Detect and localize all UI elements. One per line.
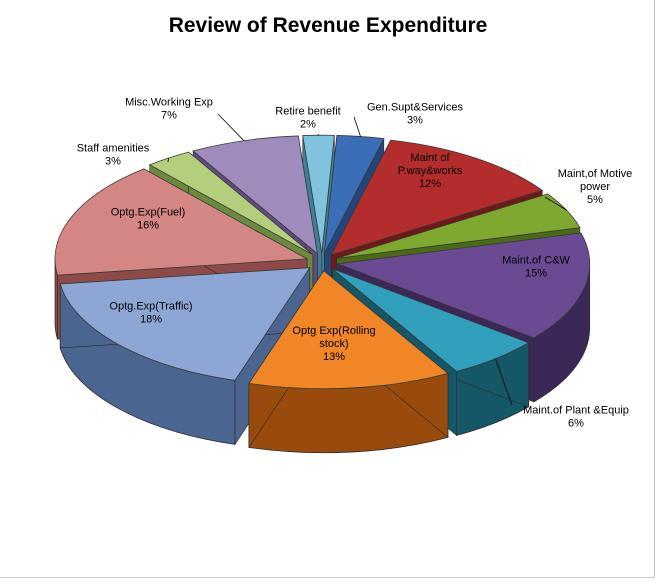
slice-label-line: Gen.Supt&Services (367, 102, 463, 114)
leader-line-10 (317, 133, 319, 136)
slice-label-line: Maint,of Motive (558, 168, 633, 180)
slice-label-line: 2% (300, 119, 316, 131)
pie-slice-3 (337, 232, 591, 339)
slice-label-line: 15% (525, 268, 547, 280)
slice-label-4: Maint.of Plant &Equip 6% (523, 405, 629, 430)
slice-label-8: Staff amenities 3% (77, 143, 150, 168)
slice-label-5: Optg Exp(Rolling stock) 13% (292, 325, 375, 363)
leader-line-2 (544, 196, 567, 211)
leader-lines (167, 113, 567, 406)
slice-label-line: Optg.Exp(Traffic) (109, 301, 192, 313)
pie-slice-1 (330, 139, 544, 256)
slice-label-line: power (580, 181, 610, 193)
slice-label-line: 7% (161, 110, 177, 122)
slice-label-6: Optg.Exp(Traffic) 18% (109, 301, 192, 326)
leader-line-4 (495, 358, 513, 406)
chart-title: Review of Revenue Expenditure (168, 14, 488, 37)
leader-line-9 (217, 113, 245, 141)
slice-label-9: Misc.Working Exp 7% (125, 97, 213, 122)
slice-label-line: stock) (319, 338, 348, 350)
slice-label-line: Maint.of C&W (502, 255, 570, 267)
slice-label-line: Optg.Exp(Fuel) (111, 207, 186, 219)
slice-label-0: Gen.Supt&Services 3% (367, 102, 463, 127)
slice-label-line: 3% (105, 156, 121, 168)
leader-line-0 (353, 116, 361, 137)
slice-label-line: 5% (587, 194, 603, 206)
leader-line-8 (167, 157, 169, 163)
slice-label-line: Maint.of Plant &Equip (523, 405, 629, 417)
slice-label-line: 3% (407, 115, 423, 127)
slice-label-2: Maint,of Motive power 5% (558, 168, 633, 206)
slice-label-7: Optg.Exp(Fuel) 16% (111, 207, 186, 232)
slice-label-line: Retire benefit (275, 106, 340, 118)
slice-label-line: 13% (323, 351, 345, 363)
pie-tops (54, 134, 591, 390)
slice-labels: Gen.Supt&Services 3%Maint of P.way&works 12… (77, 97, 633, 430)
slice-label-line: P.way&works (398, 165, 463, 177)
pie-slice-4 (332, 268, 530, 372)
slice-label-1: Maint of P.way&works 12% (398, 152, 463, 190)
slice-label-line: Staff amenities (77, 143, 150, 155)
slice-label-line: 6% (568, 418, 584, 430)
pie-slice-9 (192, 135, 318, 255)
slice-label-line: Optg Exp(Rolling (292, 325, 375, 337)
pie-slice-7 (54, 168, 309, 276)
slice-label-line: Maint of (410, 152, 450, 164)
slice-label-10: Retire benefit 2% (275, 106, 340, 131)
slice-label-line: 18% (140, 314, 162, 326)
pie-slice-6 (59, 267, 311, 381)
pie-slice-5 (248, 270, 449, 390)
slice-label-line: Misc.Working Exp (125, 97, 213, 109)
slice-label-3: Maint.of C&W 15% (502, 255, 570, 280)
slice-label-line: 12% (419, 178, 441, 190)
slice-label-line: 16% (137, 220, 159, 232)
